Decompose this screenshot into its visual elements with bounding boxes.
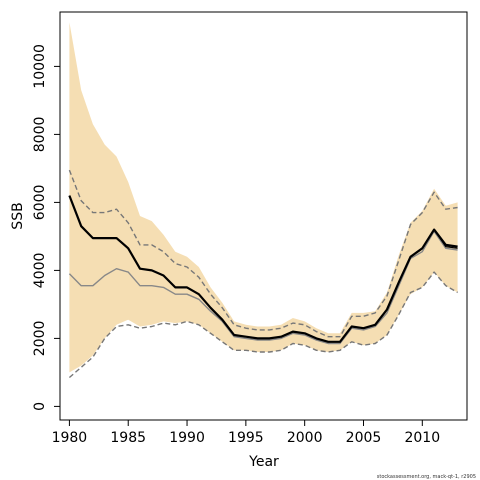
series-line-median: [68, 195, 458, 343]
y-tick-label: 0: [32, 402, 48, 411]
y-tick-label: 8000: [32, 117, 48, 153]
x-tick-label: 2000: [287, 430, 323, 446]
series-line-mode: [68, 230, 458, 345]
x-tick-label: 1995: [228, 430, 264, 446]
confidence-band-layer: [69, 22, 458, 373]
x-tick-label: 2010: [404, 430, 440, 446]
y-tick-label: 4000: [32, 253, 48, 289]
confidence-band: [69, 22, 458, 373]
y-axis: 0 2000 4000 6000 8000 10000: [32, 44, 61, 411]
x-tick-label: 1980: [52, 430, 88, 446]
x-axis: 1980 1985 1990 1995 2000 2005 2010: [52, 419, 440, 446]
y-tick-label: 6000: [32, 185, 48, 221]
series-line-ci-lower: [68, 271, 458, 379]
x-tick-label: 1985: [110, 430, 146, 446]
y-tick-label: 10000: [32, 44, 48, 89]
y-tick-label: 2000: [32, 321, 48, 357]
x-axis-title: Year: [248, 454, 279, 470]
series-lines-layer: [68, 169, 458, 379]
y-axis-title: SSB: [10, 202, 26, 229]
x-tick-label: 2005: [346, 430, 382, 446]
series-line-ci-upper: [68, 169, 458, 338]
footer-credit: stockassessment.org, mack-qt-1, r2905: [377, 474, 476, 480]
x-tick-label: 1990: [169, 430, 205, 446]
